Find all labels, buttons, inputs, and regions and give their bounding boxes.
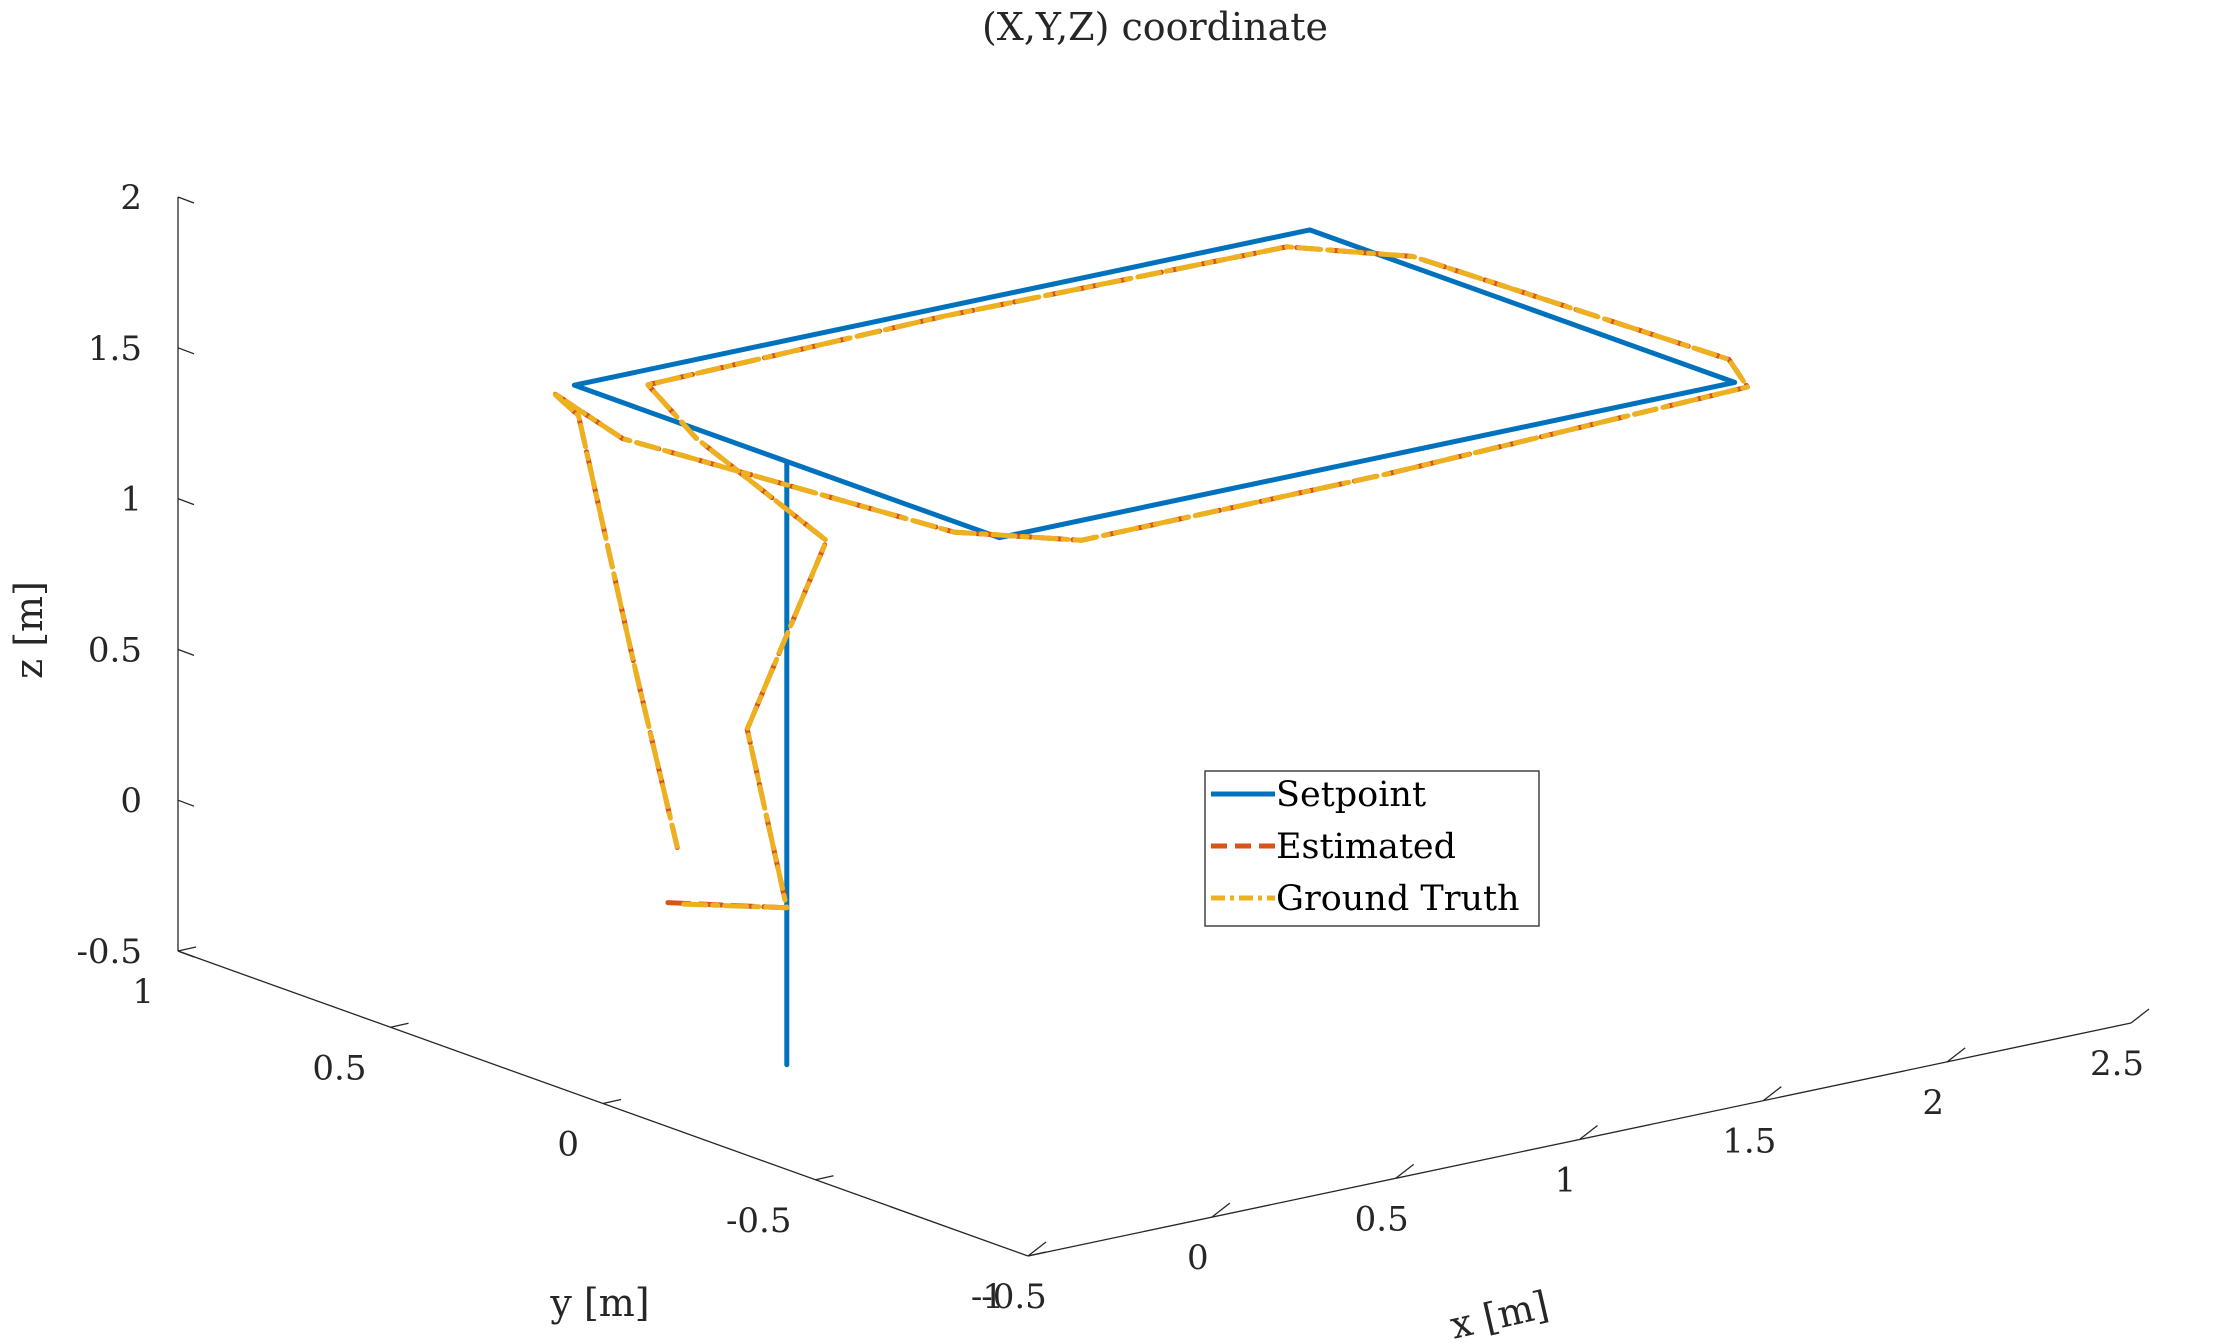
- legend-label-setpoint: Setpoint: [1276, 775, 1426, 815]
- y-tick-label: 1: [132, 972, 154, 1012]
- x-tick-mark: [1395, 1163, 1415, 1179]
- series-lines: [550, 227, 1750, 1068]
- z-tick-label: 0.5: [88, 630, 142, 670]
- z-tick-label: 0: [120, 781, 142, 821]
- z-tick-mark: [177, 497, 195, 506]
- y-tick-label: -1: [971, 1277, 1004, 1317]
- y-tick-mark: [1027, 1251, 1047, 1257]
- x-tick-label: 1.5: [1722, 1122, 1776, 1162]
- x-tick-mark: [1946, 1047, 1966, 1063]
- legend: Setpoint Estimated Ground Truth: [1204, 770, 1540, 927]
- y-tick-mark: [177, 946, 197, 952]
- z-tick-mark: [177, 347, 195, 355]
- x-tick-label: 0.5: [1355, 1199, 1409, 1239]
- series-setpoint: [571, 227, 1738, 1068]
- y-axis-label: y [m]: [549, 1281, 649, 1325]
- x-tick-label: 2: [1922, 1083, 1944, 1123]
- y-tick-mark: [602, 1098, 622, 1105]
- y-tick-label: -0.5: [726, 1201, 792, 1241]
- z-tick-label: -0.5: [76, 932, 142, 972]
- z-tick-mark: [177, 196, 195, 204]
- y-tick-mark: [390, 1022, 409, 1028]
- y-tick-label: 0: [557, 1125, 579, 1165]
- z-axis-label: z [m]: [7, 581, 51, 679]
- z-tick-label: 2: [120, 178, 142, 218]
- z-tick-mark: [177, 950, 195, 958]
- y-tick-mark: [815, 1175, 834, 1181]
- x-tick-label: -0.5: [981, 1277, 1047, 1317]
- chart-title: (X,Y,Z) coordinate: [982, 5, 1328, 49]
- x-tick-label: 0: [1187, 1238, 1209, 1278]
- z-tick-mark: [177, 799, 195, 807]
- z-tick-label: 1: [120, 480, 142, 520]
- x-tick-label: 1: [1555, 1161, 1577, 1201]
- x-tick-mark: [2130, 1008, 2150, 1024]
- legend-label-ground-truth: Ground Truth: [1276, 879, 1520, 919]
- series-ground-truth: [550, 244, 1750, 911]
- x-tick-mark: [1027, 1241, 1047, 1257]
- x-tick-mark: [1579, 1124, 1598, 1141]
- x-tick-mark: [1211, 1202, 1231, 1218]
- x-axis-label: x [m]: [1446, 1282, 1553, 1344]
- z-tick-mark: [177, 648, 195, 657]
- axes-lines: [177, 197, 2132, 1257]
- tick-labels: -0.500.511.522.5-1-0.500.51-0.500.511.52: [76, 178, 2144, 1317]
- y-tick-label: 0.5: [312, 1048, 366, 1088]
- x-tick-label: 2.5: [2090, 1044, 2144, 1084]
- x-tick-mark: [1762, 1086, 1782, 1102]
- legend-label-estimated: Estimated: [1276, 827, 1456, 867]
- tick-marks: [177, 196, 2150, 1257]
- series-estimated: [550, 244, 1750, 911]
- z-tick-label: 1.5: [88, 329, 142, 369]
